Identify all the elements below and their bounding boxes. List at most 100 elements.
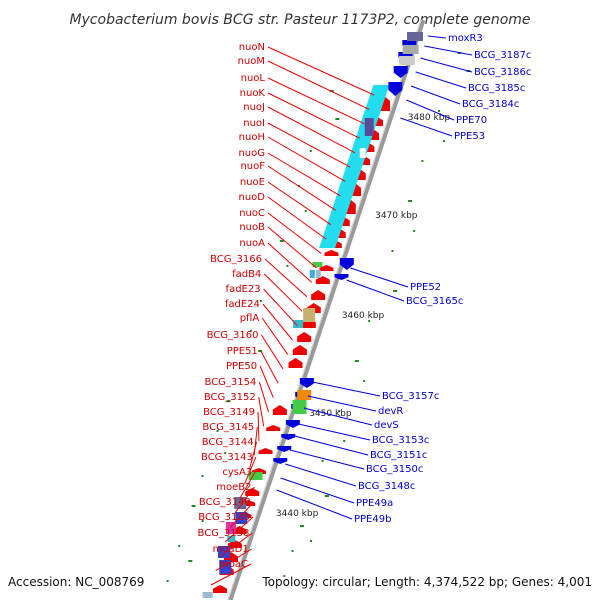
left-leader-line [248,441,258,470]
right-gene-label: PPE53 [454,131,485,142]
right-leader-line [410,85,461,105]
scale-label: 3480 kbp [408,113,451,123]
misc-feature-block [293,320,304,328]
left-gene-label: nuoL [241,73,266,84]
misc-feature-block [399,56,416,65]
left-leader-line [229,501,255,528]
misc-feature-block [297,390,312,400]
topology-text: Topology: circular; Length: 4,374,522 bp… [261,575,592,589]
left-gene-label: nuoB [239,222,265,233]
misc-feature-block [303,308,316,322]
right-leader-line [406,99,455,121]
misc-feature-block [407,32,424,41]
left-gene-label: BCG_3160 [207,330,259,341]
left-leader-line [267,196,327,240]
left-gene-label: nuoH [239,132,265,143]
misc-feature-block [235,512,248,524]
left-gene-label: nuoK [240,88,266,99]
left-gene-label: nuoG [238,148,265,159]
misc-feature-block [202,592,213,598]
misc-feature-block [248,472,263,480]
operon-marker [359,148,366,158]
gc-tick [443,140,446,142]
forward-gene-arrow [324,250,339,256]
scale-label: 3460 kbp [342,311,385,321]
reverse-gene-arrow [299,378,314,388]
left-gene-label: nuoD [239,192,266,203]
misc-feature-block [234,497,247,509]
misc-feature-block [309,270,315,278]
map-title: Mycobacterium bovis BCG str. Pasteur 117… [69,12,530,28]
scale-label: 3470 kbp [375,211,418,221]
right-gene-label: BCG_3150c [366,464,423,475]
reverse-gene-arrow [285,420,300,428]
left-leader-line [267,60,370,110]
gc-tick [201,520,204,522]
reverse-gene-arrow [277,446,292,452]
right-gene-label: devR [378,406,403,417]
right-leader-line [294,435,369,456]
left-gene-label: PPE50 [226,361,257,372]
gc-tick [343,440,346,442]
right-leader-line [350,267,409,288]
left-gene-label: BCG_3139 [198,512,250,523]
gc-tick [309,150,312,152]
gc-tick [304,210,307,212]
left-leader-line [244,456,257,485]
misc-feature-block [315,270,321,278]
right-leader-line [346,279,405,302]
gc-tick [335,118,340,120]
misc-feature-block [312,262,323,267]
right-leader-line [298,423,371,441]
right-gene-label: PPE52 [410,282,441,293]
scale-label: 3450 kbp [309,409,352,419]
forward-gene-arrow [311,290,326,300]
gc-tick [191,505,196,507]
left-leader-line [210,563,252,586]
right-leader-line [280,477,355,504]
right-gene-label: BCG_3165c [406,296,463,307]
left-gene-label: nuoN [239,42,265,53]
gc-tick [283,575,286,577]
left-gene-label: nuoE [240,177,265,188]
reverse-gene-arrow [388,82,403,96]
gc-tick [226,400,231,402]
left-gene-label: BCG_3166 [210,254,262,265]
left-leader-line [261,334,284,370]
gc-tick [188,560,193,562]
right-leader-line [303,407,373,426]
scale-label: 3440 kbp [276,509,319,519]
left-leader-line [264,258,308,298]
reverse-gene-arrow [281,434,296,440]
reverse-gene-arrow [334,274,349,280]
misc-feature-block [217,546,230,558]
left-leader-line [263,273,303,312]
left-leader-line [267,152,341,197]
gc-tick [166,580,169,582]
left-gene-labels: nuoN nuoM nuoL nuoK nuoJ nuoI nuoH nuoG nuoF nuoE… [198,42,375,586]
left-gene-label: fadE24 [225,299,260,310]
scale-labels: 3480 kbp 3470 kbp 3460 kbp 3450 kbp 3440 kbp [276,113,450,519]
right-gene-label: PPE70 [456,115,487,126]
gc-tick [413,230,416,232]
gc-tick [291,550,294,552]
left-gene-label: pflA [240,313,260,324]
gc-tick [438,110,441,112]
left-leader-line [262,303,293,341]
gc-tick [421,160,424,162]
left-leader-line [267,92,360,139]
right-gene-label: PPE49b [354,514,391,525]
left-gene-label: cysA3 [222,467,252,478]
gc-tick [216,430,219,432]
gc-tick [368,320,371,322]
right-leader-line [307,395,377,412]
misc-feature-block [292,400,307,414]
right-leader-line [424,45,473,56]
left-leader-line [259,365,274,398]
misc-feature-block [225,522,236,534]
left-leader-line [267,242,313,283]
genome-backbone-highlight [227,19,422,600]
left-leader-line [215,548,252,572]
